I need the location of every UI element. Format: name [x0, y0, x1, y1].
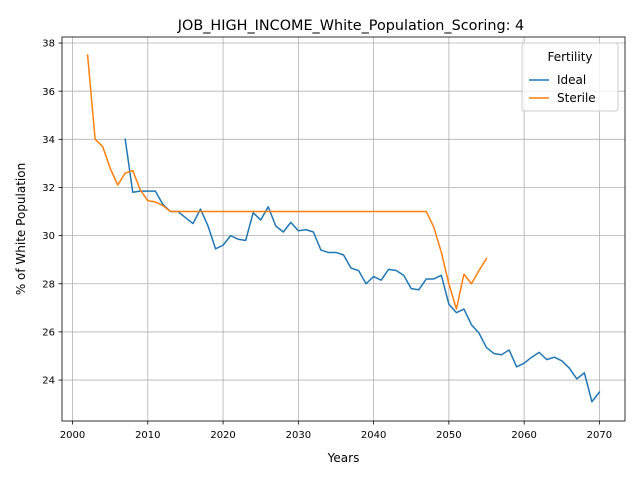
legend-title: Fertility	[547, 50, 592, 64]
legend: Fertility Ideal Sterile	[522, 43, 618, 111]
x-tick-label: 2040	[361, 430, 386, 441]
y-tick-label: 26	[42, 328, 55, 339]
legend-label-ideal: Ideal	[557, 73, 586, 87]
x-axis-label: Years	[327, 451, 360, 465]
y-tick-label: 30	[42, 231, 55, 242]
chart-title: JOB_HIGH_INCOME_White_Population_Scoring…	[177, 18, 524, 34]
x-tick-label: 2000	[60, 430, 85, 441]
y-tick-label: 32	[42, 183, 55, 194]
x-tick-label: 2020	[210, 430, 235, 441]
x-tick-label: 2070	[587, 430, 612, 441]
y-axis-label: % of White Population	[14, 163, 28, 295]
x-tick-label: 2060	[511, 430, 536, 441]
y-tick-label: 28	[42, 279, 55, 290]
y-tick-label: 24	[42, 376, 55, 387]
x-tick-label: 2030	[286, 430, 311, 441]
x-tick-label: 2050	[436, 430, 461, 441]
x-tick-label: 2010	[135, 430, 160, 441]
y-tick-label: 38	[42, 39, 55, 50]
y-tick-label: 34	[42, 135, 55, 146]
legend-label-sterile: Sterile	[557, 91, 596, 105]
y-tick-label: 36	[42, 87, 55, 98]
